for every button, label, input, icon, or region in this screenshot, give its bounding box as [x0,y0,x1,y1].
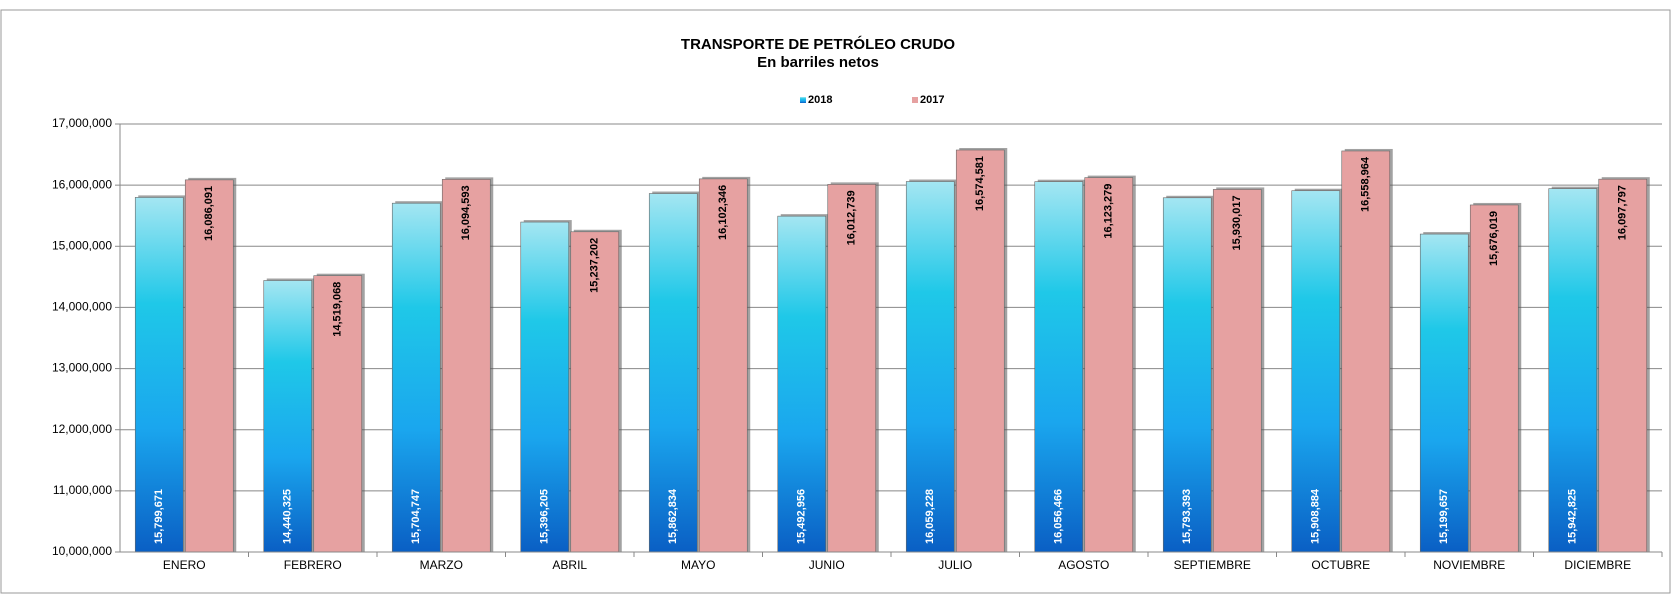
value-label: 16,059,228 [924,489,936,544]
bar [955,149,1005,553]
x-tick-label: FEBRERO [284,558,342,572]
value-label: 15,908,884 [1310,488,1322,544]
y-tick-label: 11,000,000 [53,483,112,497]
bar [1162,197,1212,553]
x-tick-label: SEPTIEMBRE [1174,558,1251,572]
bar [1291,190,1341,553]
bar [570,231,620,553]
y-tick-label: 10,000,000 [52,544,112,558]
value-label: 14,519,068 [332,282,344,337]
bar [1419,233,1469,553]
chart-subtitle: En barriles netos [757,54,879,71]
value-label: 15,930,017 [1231,195,1243,250]
value-label: 15,799,671 [153,489,165,544]
chart-title: TRANSPORTE DE PETRÓLEO CRUDO [681,35,956,53]
value-label: 15,676,019 [1488,211,1500,266]
bar [263,280,313,553]
x-tick-label: MARZO [420,558,463,572]
bar [520,221,570,553]
value-label: 16,558,964 [1360,156,1372,212]
legend-label: 2017 [920,94,944,106]
bar [777,215,827,553]
bar [391,202,441,553]
value-label: 16,012,739 [846,190,858,245]
value-label: 14,440,325 [282,489,294,544]
y-tick-label: 16,000,000 [52,177,112,191]
y-tick-label: 13,000,000 [52,361,112,375]
bar [184,179,234,553]
bar [441,179,491,553]
bar [827,184,877,553]
bar [1341,150,1391,553]
value-label: 16,086,091 [203,186,215,241]
chart-border [0,9,1671,594]
value-label: 16,102,346 [717,185,729,240]
x-tick-label: MAYO [681,558,715,572]
value-label: 15,237,202 [589,238,601,293]
bar [134,197,184,553]
bar [648,193,698,553]
value-label: 16,056,466 [1053,489,1065,544]
y-tick-label: 15,000,000 [52,238,112,252]
x-tick-label: OCTUBRE [1311,558,1370,572]
x-tick-label: JUNIO [809,558,845,572]
legend-swatch [912,97,918,103]
bar [1469,204,1519,553]
bar [1548,188,1598,553]
y-tick-label: 12,000,000 [52,422,112,436]
y-tick-label: 14,000,000 [52,300,112,314]
value-label: 15,199,657 [1438,489,1450,544]
x-tick-label: ENERO [163,558,206,572]
value-label: 16,094,593 [460,185,472,240]
x-tick-label: NOVIEMBRE [1433,558,1505,572]
x-tick-label: JULIO [938,558,972,572]
value-label: 15,492,956 [796,489,808,544]
value-label: 15,704,747 [410,489,422,544]
value-label: 15,942,825 [1567,489,1579,544]
bar [1084,177,1134,553]
y-tick-label: 17,000,000 [52,116,112,130]
legend-label: 2018 [808,94,832,106]
x-tick-label: ABRIL [552,558,587,572]
bar [313,275,363,553]
value-label: 15,396,205 [539,489,551,544]
legend-swatch [800,97,806,103]
bar [1598,178,1648,553]
value-label: 15,793,393 [1181,489,1193,544]
value-label: 16,574,581 [974,156,986,211]
value-label: 16,097,797 [1617,185,1629,240]
bar [1034,181,1084,553]
bar [698,178,748,553]
x-tick-label: AGOSTO [1058,558,1109,572]
x-tick-label: DICIEMBRE [1564,558,1631,572]
value-label: 15,862,834 [667,488,679,544]
value-label: 16,123,279 [1103,184,1115,239]
